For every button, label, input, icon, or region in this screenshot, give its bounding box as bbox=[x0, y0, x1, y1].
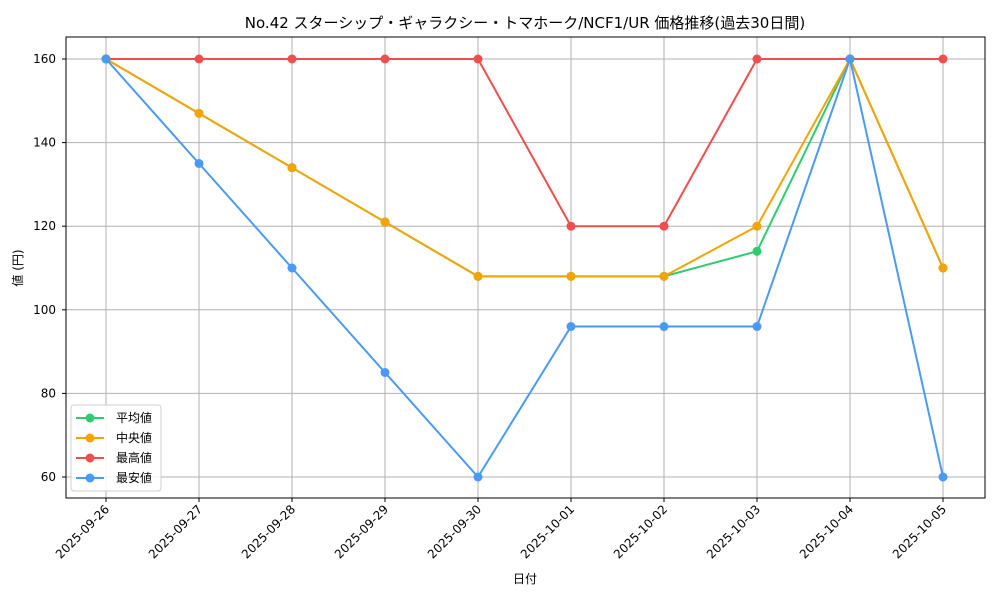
series-1 bbox=[101, 54, 948, 281]
x-tick-label: 2025-10-01 bbox=[518, 502, 577, 561]
series-line bbox=[105, 56, 944, 278]
data-point bbox=[287, 263, 297, 273]
data-point bbox=[101, 54, 111, 64]
data-point bbox=[566, 271, 576, 281]
chart-title: No.42 スターシップ・ギャラクシー・トマホーク/NCF1/UR 価格推移(過… bbox=[245, 14, 805, 32]
plot-frame bbox=[65, 36, 986, 499]
x-tick-label: 2025-10-05 bbox=[890, 502, 949, 561]
data-point bbox=[752, 221, 762, 231]
legend-marker bbox=[85, 413, 95, 423]
y-axis-label: 値 (円) bbox=[10, 249, 25, 286]
series-0 bbox=[101, 54, 948, 281]
x-axis-ticks: 2025-09-26 2025-09-27 2025-09-28 2025-09-29… bbox=[53, 498, 949, 561]
x-tick-label: 2025-10-02 bbox=[611, 502, 670, 561]
series-line bbox=[105, 55, 944, 479]
y-tick-label: 140 bbox=[33, 136, 56, 150]
x-tick-label: 2025-09-27 bbox=[146, 502, 205, 561]
y-tick-label: 120 bbox=[33, 219, 56, 233]
data-point bbox=[194, 159, 204, 168]
legend-marker bbox=[85, 433, 95, 443]
x-axis-label: 日付 bbox=[513, 572, 537, 586]
legend-label: 最安値 bbox=[116, 470, 152, 485]
legend-marker bbox=[85, 453, 95, 463]
legend-label: 平均値 bbox=[116, 410, 152, 425]
legend-marker bbox=[85, 473, 95, 483]
legend-label: 中央値 bbox=[116, 430, 152, 445]
series-lines bbox=[101, 54, 948, 482]
y-tick-label: 80 bbox=[41, 386, 56, 400]
series-line bbox=[105, 56, 944, 278]
x-tick-label: 2025-09-26 bbox=[53, 502, 112, 561]
data-point bbox=[659, 322, 669, 332]
data-point bbox=[194, 54, 204, 64]
data-point bbox=[659, 271, 669, 281]
y-tick-label: 60 bbox=[41, 470, 56, 484]
data-point bbox=[938, 472, 948, 482]
data-point bbox=[287, 54, 297, 64]
data-point bbox=[566, 221, 576, 231]
series-3 bbox=[101, 54, 948, 482]
grid-lines bbox=[66, 37, 985, 498]
data-point bbox=[380, 54, 390, 64]
x-tick-label: 2025-10-04 bbox=[797, 502, 856, 561]
legend-box bbox=[70, 404, 162, 492]
data-point bbox=[845, 54, 855, 64]
x-tick-label: 2025-10-03 bbox=[704, 502, 763, 561]
y-tick-label: 160 bbox=[33, 52, 56, 66]
y-tick-label: 100 bbox=[33, 303, 56, 317]
x-tick-label: 2025-09-29 bbox=[332, 502, 391, 561]
data-point bbox=[752, 246, 762, 256]
y-axis-ticks: 60 80 100 120 140 160 bbox=[33, 52, 66, 484]
data-point bbox=[380, 368, 390, 377]
x-tick-label: 2025-09-30 bbox=[425, 502, 484, 561]
data-point bbox=[938, 263, 948, 273]
data-point bbox=[473, 54, 483, 64]
data-point bbox=[659, 221, 669, 231]
data-point bbox=[473, 472, 483, 482]
data-point bbox=[287, 163, 297, 173]
data-point bbox=[380, 217, 390, 227]
data-point bbox=[752, 322, 762, 332]
series-line bbox=[106, 58, 943, 228]
series-2 bbox=[101, 54, 948, 231]
data-point bbox=[473, 271, 483, 281]
data-point bbox=[566, 322, 576, 332]
legend-label: 最高値 bbox=[116, 450, 152, 465]
data-point bbox=[752, 54, 762, 64]
data-point bbox=[938, 54, 948, 64]
data-point bbox=[194, 108, 204, 118]
x-tick-label: 2025-09-28 bbox=[239, 502, 298, 561]
